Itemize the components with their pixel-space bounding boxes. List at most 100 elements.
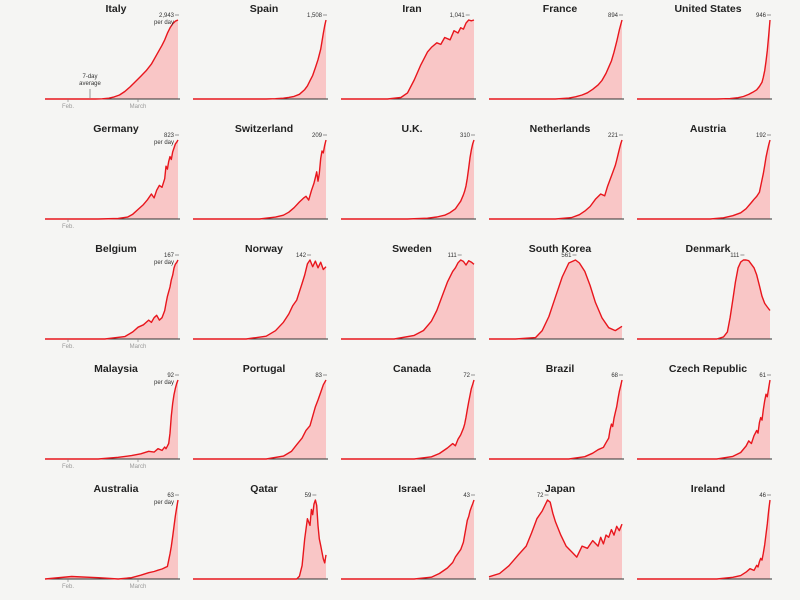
chart-svg: 142 bbox=[193, 253, 328, 340]
peak-value-label: 192 bbox=[756, 133, 767, 139]
chart-panel: Denmark 111 bbox=[633, 240, 783, 355]
x-tick-label: Feb. bbox=[62, 344, 74, 350]
chart-panel: Brazil 68 bbox=[485, 360, 635, 475]
chart-svg: 1,508 bbox=[193, 13, 328, 100]
chart-panel: Qatar 59 bbox=[189, 480, 339, 595]
peak-value-label: 310 bbox=[460, 133, 471, 139]
x-tick-label: Feb. bbox=[62, 104, 74, 110]
chart-panel: France 894 bbox=[485, 0, 635, 115]
chart-panel: South Korea 561 bbox=[485, 240, 635, 355]
chart-svg: 43 bbox=[341, 493, 476, 580]
peak-value-label: 2,943 bbox=[159, 13, 175, 19]
x-tick-label: March bbox=[130, 584, 147, 590]
series-line bbox=[489, 19, 623, 100]
chart-title: Austria bbox=[689, 123, 727, 135]
unit-label: per day bbox=[154, 260, 174, 266]
series-area bbox=[45, 380, 178, 459]
chart-title: Portugal bbox=[242, 363, 286, 375]
peak-value-label: 43 bbox=[463, 493, 470, 499]
series-line bbox=[193, 499, 327, 580]
chart-title: Canada bbox=[393, 363, 431, 375]
series-line bbox=[341, 499, 475, 580]
chart-panel: Spain 1,508 bbox=[189, 0, 339, 115]
series-area bbox=[489, 380, 622, 459]
peak-value-label: 221 bbox=[608, 133, 619, 139]
chart-panel: Germany 823 per day Feb. bbox=[41, 120, 191, 235]
chart-panel: Netherlands 221 bbox=[485, 120, 635, 235]
chart-svg: 111 bbox=[341, 253, 476, 340]
chart-panel: Israel 43 bbox=[337, 480, 487, 595]
peak-value-label: 72 bbox=[537, 493, 544, 499]
series-line bbox=[45, 379, 179, 460]
peak-value-label: 1,508 bbox=[307, 13, 323, 19]
chart-title: U.K. bbox=[401, 123, 423, 135]
chart-panel: Switzerland 209 bbox=[189, 120, 339, 235]
chart-title: Czech Republic bbox=[668, 363, 748, 375]
unit-label: per day bbox=[154, 500, 174, 506]
series-line bbox=[193, 19, 327, 100]
series-area bbox=[489, 500, 622, 579]
series-line bbox=[45, 19, 179, 100]
chart-svg: 72 bbox=[488, 493, 624, 580]
chart-panel: Czech Republic 61 bbox=[633, 360, 783, 475]
peak-value-label: 68 bbox=[611, 373, 618, 379]
chart-title: Spain bbox=[249, 3, 279, 15]
chart-title: United States bbox=[674, 3, 742, 15]
series-area bbox=[193, 20, 326, 99]
chart-title: France bbox=[542, 3, 578, 15]
peak-value-label: 46 bbox=[759, 493, 766, 499]
chart-title: Italy bbox=[105, 3, 127, 15]
series-area bbox=[637, 260, 770, 339]
series-area bbox=[193, 380, 326, 459]
peak-value-label: 894 bbox=[608, 13, 619, 19]
series-line bbox=[637, 499, 771, 580]
chart-title: Germany bbox=[93, 123, 139, 135]
series-line bbox=[489, 379, 623, 460]
chart-svg: 209 bbox=[193, 133, 328, 220]
chart-title: South Korea bbox=[528, 243, 592, 255]
chart-svg: 1,041 bbox=[341, 13, 476, 100]
series-line bbox=[45, 259, 179, 340]
series-line bbox=[44, 499, 179, 580]
series-area bbox=[45, 500, 178, 579]
peak-value-label: 946 bbox=[756, 13, 767, 19]
chart-panel: Belgium 167 per day Feb. March bbox=[41, 240, 191, 355]
unit-label: per day bbox=[154, 380, 174, 386]
series-line bbox=[341, 259, 475, 340]
chart-title: Sweden bbox=[392, 243, 432, 255]
chart-title: Malaysia bbox=[94, 363, 138, 375]
chart-panel: Ireland 46 bbox=[633, 480, 783, 595]
series-area bbox=[45, 20, 178, 99]
series-line bbox=[637, 19, 771, 100]
chart-panel: Canada 72 bbox=[337, 360, 487, 475]
chart-panel: Japan 72 bbox=[485, 480, 635, 595]
chart-svg: 83 bbox=[193, 373, 328, 460]
series-area bbox=[341, 380, 474, 459]
series-area bbox=[637, 500, 770, 579]
series-line bbox=[341, 19, 475, 100]
chart-panel: United States 946 bbox=[633, 0, 783, 115]
peak-value-label: 63 bbox=[167, 493, 174, 499]
series-area bbox=[489, 260, 622, 339]
chart-panel: Australia 63 per day Feb. March bbox=[41, 480, 191, 595]
x-tick-label: March bbox=[130, 464, 147, 470]
chart-svg: 894 bbox=[489, 13, 624, 100]
chart-panel: Sweden 111 bbox=[337, 240, 487, 355]
chart-svg: 192 bbox=[637, 133, 772, 220]
series-line bbox=[489, 259, 623, 340]
peak-value-label: 209 bbox=[312, 133, 323, 139]
series-area bbox=[341, 140, 474, 219]
peak-value-label: 92 bbox=[167, 373, 174, 379]
series-line bbox=[637, 139, 771, 220]
annotation-label: 7-day average bbox=[79, 74, 101, 87]
series-area bbox=[45, 140, 178, 219]
peak-value-label: 61 bbox=[759, 373, 766, 379]
peak-value-label: 142 bbox=[296, 253, 307, 259]
chart-title: Denmark bbox=[685, 243, 731, 255]
chart-title: Iran bbox=[402, 3, 422, 15]
peak-value-label: 72 bbox=[463, 373, 470, 379]
chart-title: Australia bbox=[93, 483, 139, 495]
unit-label: per day bbox=[154, 140, 174, 146]
